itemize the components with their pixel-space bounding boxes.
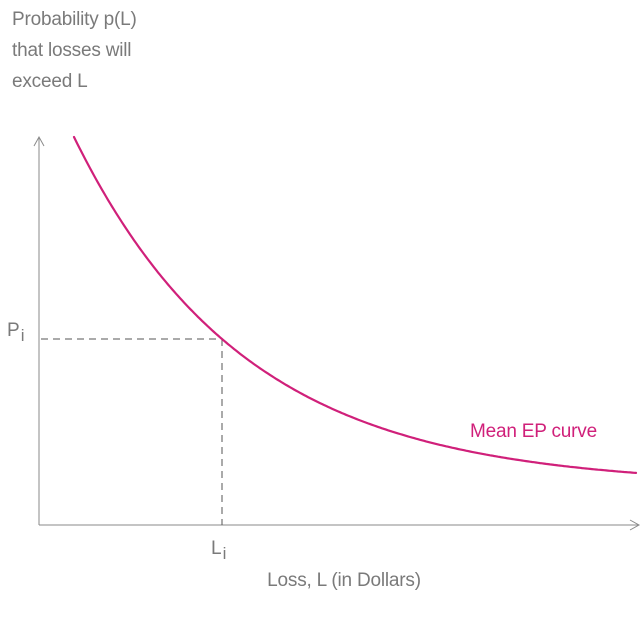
series-label-mean-ep-curve: Mean EP curve bbox=[470, 421, 597, 442]
y-axis-arrow bbox=[33, 135, 45, 147]
y-tick-pi: Pi bbox=[7, 320, 25, 345]
series-line-mean-ep-curve bbox=[72, 135, 638, 474]
y-axis-label-line-2: that losses will bbox=[12, 40, 132, 61]
y-axis-label: Probability p(L) that losses will exceed… bbox=[12, 4, 137, 97]
x-tick-li: Li bbox=[211, 538, 227, 563]
y-axis-label-line-1: Probability p(L) bbox=[12, 9, 137, 30]
x-axis-label: Loss, L (in Dollars) bbox=[267, 570, 421, 591]
y-axis-label-line-3: exceed L bbox=[12, 71, 88, 92]
x-axis-arrow bbox=[629, 519, 641, 531]
